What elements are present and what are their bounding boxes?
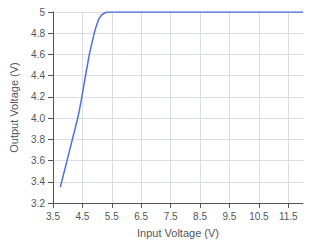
svg-text:Output Voltage (V): Output Voltage (V) [8, 62, 20, 153]
svg-text:9.5: 9.5 [223, 211, 237, 222]
svg-text:7.5: 7.5 [164, 211, 178, 222]
svg-text:4.4: 4.4 [31, 70, 45, 81]
svg-text:3.5: 3.5 [46, 211, 60, 222]
svg-text:11.5: 11.5 [279, 211, 298, 222]
svg-text:8.5: 8.5 [193, 211, 207, 222]
svg-text:5: 5 [39, 7, 45, 18]
svg-text:3.8: 3.8 [31, 134, 45, 145]
svg-text:3.2: 3.2 [31, 198, 45, 209]
svg-text:4.5: 4.5 [75, 211, 89, 222]
svg-text:4.2: 4.2 [31, 91, 45, 102]
svg-text:4.8: 4.8 [31, 28, 45, 39]
svg-text:6.5: 6.5 [134, 211, 148, 222]
svg-text:3.6: 3.6 [31, 155, 45, 166]
svg-text:5.5: 5.5 [105, 211, 119, 222]
svg-text:10.5: 10.5 [249, 211, 269, 222]
svg-text:4.6: 4.6 [31, 49, 45, 60]
svg-text:Input Voltage (V): Input Voltage (V) [137, 227, 219, 239]
svg-text:4.0: 4.0 [31, 113, 45, 124]
svg-text:3.4: 3.4 [31, 176, 45, 187]
